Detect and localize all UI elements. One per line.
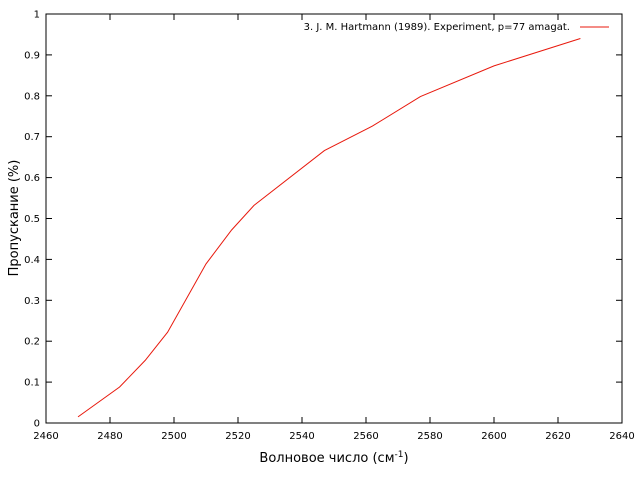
x-axis-label-superscript: -1 xyxy=(395,450,404,460)
legend-label: 3. J. M. Hartmann (1989). Experiment, p=… xyxy=(304,22,570,33)
y-tick-label: 0.7 xyxy=(24,132,40,143)
x-tick-label: 2620 xyxy=(545,431,570,442)
x-tick-label: 2460 xyxy=(33,431,58,442)
y-tick-label: 1 xyxy=(34,10,40,21)
y-axis: 0 0.1 0.2 0.3 0.4 0.5 0.6 0.7 0.8 0.9 1 xyxy=(24,10,622,430)
y-tick-label: 0.1 xyxy=(24,378,40,389)
x-axis-label: Волновое число (см-1) xyxy=(259,450,408,466)
y-tick-label: 0.4 xyxy=(24,255,40,266)
y-tick-label: 0.6 xyxy=(24,173,40,184)
x-axis: 2460 2480 2500 2520 2540 2560 2580 2600 2620 2640 xyxy=(33,14,635,442)
plot-frame xyxy=(45,13,623,424)
y-tick-label: 0.9 xyxy=(24,50,40,61)
legend: 3. J. M. Hartmann (1989). Experiment, p=… xyxy=(304,22,609,33)
y-tick-label: 0.8 xyxy=(24,91,40,102)
y-tick-label: 0 xyxy=(34,419,40,430)
y-tick-label: 0.2 xyxy=(24,337,40,348)
x-tick-label: 2580 xyxy=(417,431,442,442)
y-tick-label: 0.3 xyxy=(24,296,40,307)
x-tick-label: 2540 xyxy=(289,431,314,442)
series-layer xyxy=(77,38,581,418)
y-tick-label: 0.5 xyxy=(24,214,40,225)
x-tick-label: 2560 xyxy=(353,431,378,442)
x-tick-label: 2600 xyxy=(481,431,506,442)
x-axis-label-main: Волновое число (см xyxy=(259,451,394,466)
x-tick-label: 2480 xyxy=(97,431,122,442)
series-line xyxy=(77,38,581,418)
x-tick-label: 2520 xyxy=(225,431,250,442)
x-axis-label-tail: ) xyxy=(403,451,408,466)
x-tick-label: 2500 xyxy=(161,431,186,442)
y-axis-label: Пропускание (%) xyxy=(7,160,22,277)
x-tick-label: 2640 xyxy=(609,431,634,442)
